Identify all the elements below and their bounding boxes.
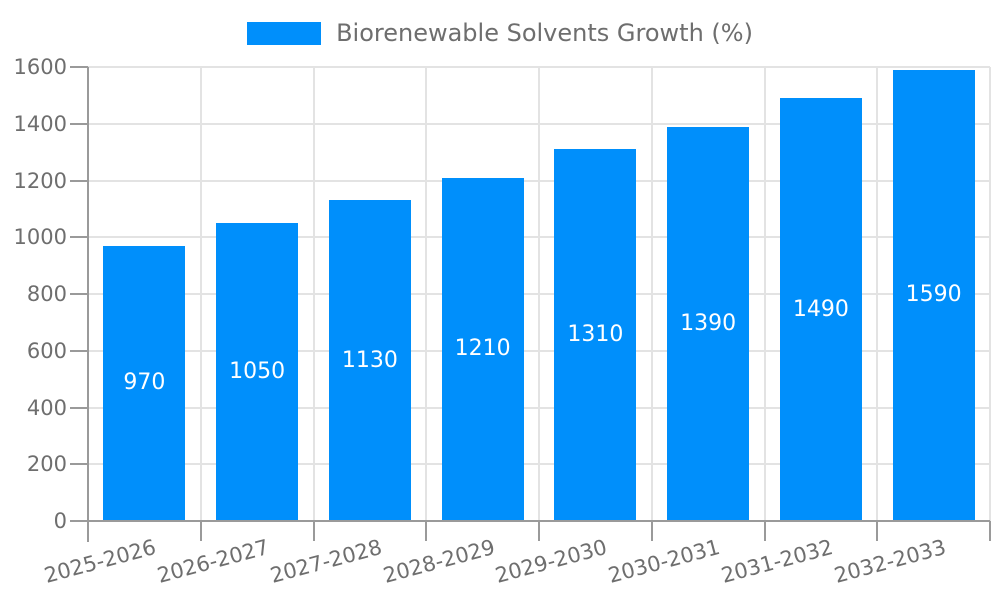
y-tick-label: 1200 [13,168,67,193]
x-gridline [199,67,202,521]
y-tick-label: 1000 [13,225,67,250]
bar[interactable]: 1130 [328,200,411,521]
x-gridline [989,67,991,521]
y-tick-label: 400 [26,395,67,420]
y-tick [70,179,88,182]
bar-value-label: 1050 [229,359,286,385]
x-gridline [650,67,653,521]
y-tick [70,122,88,125]
y-tick [70,66,88,68]
y-tick [70,349,88,352]
y-tick-label: 1400 [13,111,67,136]
bar[interactable]: 970 [103,245,186,521]
bar[interactable]: 1310 [554,149,637,521]
bar-value-label: 1310 [567,322,624,348]
y-tick [70,520,88,522]
bar-value-label: 1390 [680,310,737,336]
x-gridline [538,67,540,521]
bar[interactable]: 1050 [216,223,299,521]
y-tick [70,236,88,239]
x-gridline [312,67,315,521]
x-tick [650,521,653,541]
legend-swatch-icon [247,21,322,45]
plot-area: 970 1050 1130 1210 1310 1390 1490 1590 [88,66,991,521]
legend-label: Biorenewable Solvents Growth (%) [336,19,753,47]
bar[interactable]: 1210 [441,177,524,521]
bar[interactable]: 1390 [667,126,750,521]
bar-value-label: 1590 [905,282,962,308]
y-tick [70,293,88,295]
y-tick [70,463,88,466]
y-tick-label: 600 [26,338,67,363]
x-gridline [876,67,879,521]
y-tick [70,406,88,409]
x-gridline [425,67,428,521]
x-gridline [763,67,766,521]
x-tick [989,521,991,541]
y-tick-label: 800 [26,282,67,306]
bar-value-label: 1490 [792,296,849,322]
x-tick [312,521,315,541]
y-tick-label: 1600 [13,55,67,79]
y-axis-line [87,67,89,542]
x-tick [876,521,879,541]
y-tick-label: 200 [26,452,67,477]
bar-value-label: 970 [123,370,166,396]
x-tick [538,521,540,541]
x-tick [425,521,428,541]
x-tick [199,521,202,541]
bar[interactable]: 1590 [892,69,975,521]
legend[interactable]: Biorenewable Solvents Growth (%) [0,19,1000,47]
bar-value-label: 1130 [341,347,398,373]
x-tick [763,521,766,541]
y-tick-label: 0 [53,509,67,533]
bar-value-label: 1210 [454,336,511,362]
bar[interactable]: 1490 [779,98,862,521]
x-tick [87,521,89,541]
